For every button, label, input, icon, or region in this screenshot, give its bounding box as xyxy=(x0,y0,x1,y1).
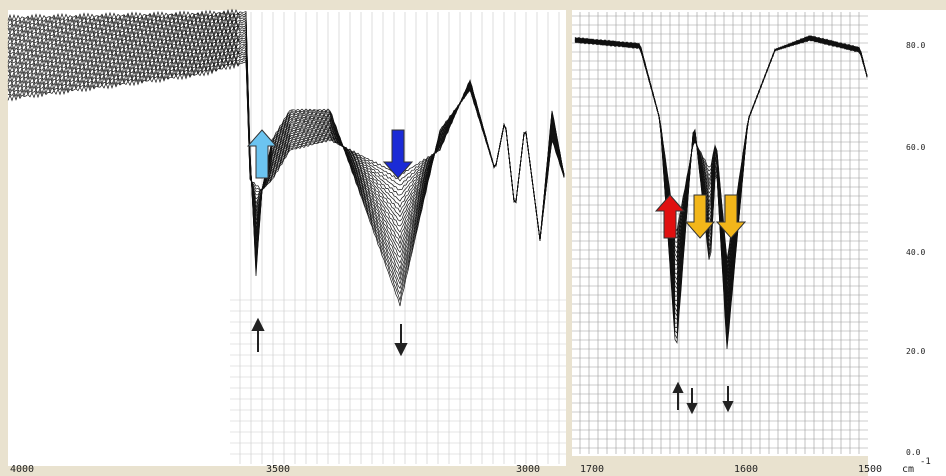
y-tick-label: 40.0 xyxy=(906,248,925,257)
right-axis-area xyxy=(868,10,946,476)
grid xyxy=(230,12,868,464)
arrow-head xyxy=(251,317,265,331)
traces xyxy=(7,8,868,350)
arrow-down-orange xyxy=(684,194,716,239)
y-tick-label: 60.0 xyxy=(906,143,925,152)
arrow-head xyxy=(722,401,734,413)
arrow-head xyxy=(686,403,698,415)
y-tick-label: 20.0 xyxy=(906,347,925,356)
arrow-down-orange xyxy=(715,194,747,239)
x-tick-label: 3000 xyxy=(516,464,540,475)
x-tick-label: 3500 xyxy=(266,464,290,475)
x-tick-label: 1700 xyxy=(580,464,604,475)
arrow-down-blue xyxy=(382,129,414,179)
arrow-head xyxy=(672,381,684,393)
x-tick-label: 1600 xyxy=(734,464,758,475)
arrow-up-red xyxy=(654,194,686,239)
spectrum-trace xyxy=(574,39,868,260)
unit-label: cm xyxy=(902,464,914,475)
y-tick-label: 80.0 xyxy=(906,41,925,50)
small-arrows xyxy=(251,317,734,415)
x-tick-label: 1500 xyxy=(858,464,882,475)
arrow-head xyxy=(394,343,408,357)
x-tick-label: 4000 xyxy=(10,464,34,475)
unit-exponent: -1 xyxy=(920,457,931,467)
arrow-up-lightblue xyxy=(246,129,278,179)
y-tick-label: 0.0 xyxy=(906,448,921,457)
spectrum-trace xyxy=(7,61,565,307)
